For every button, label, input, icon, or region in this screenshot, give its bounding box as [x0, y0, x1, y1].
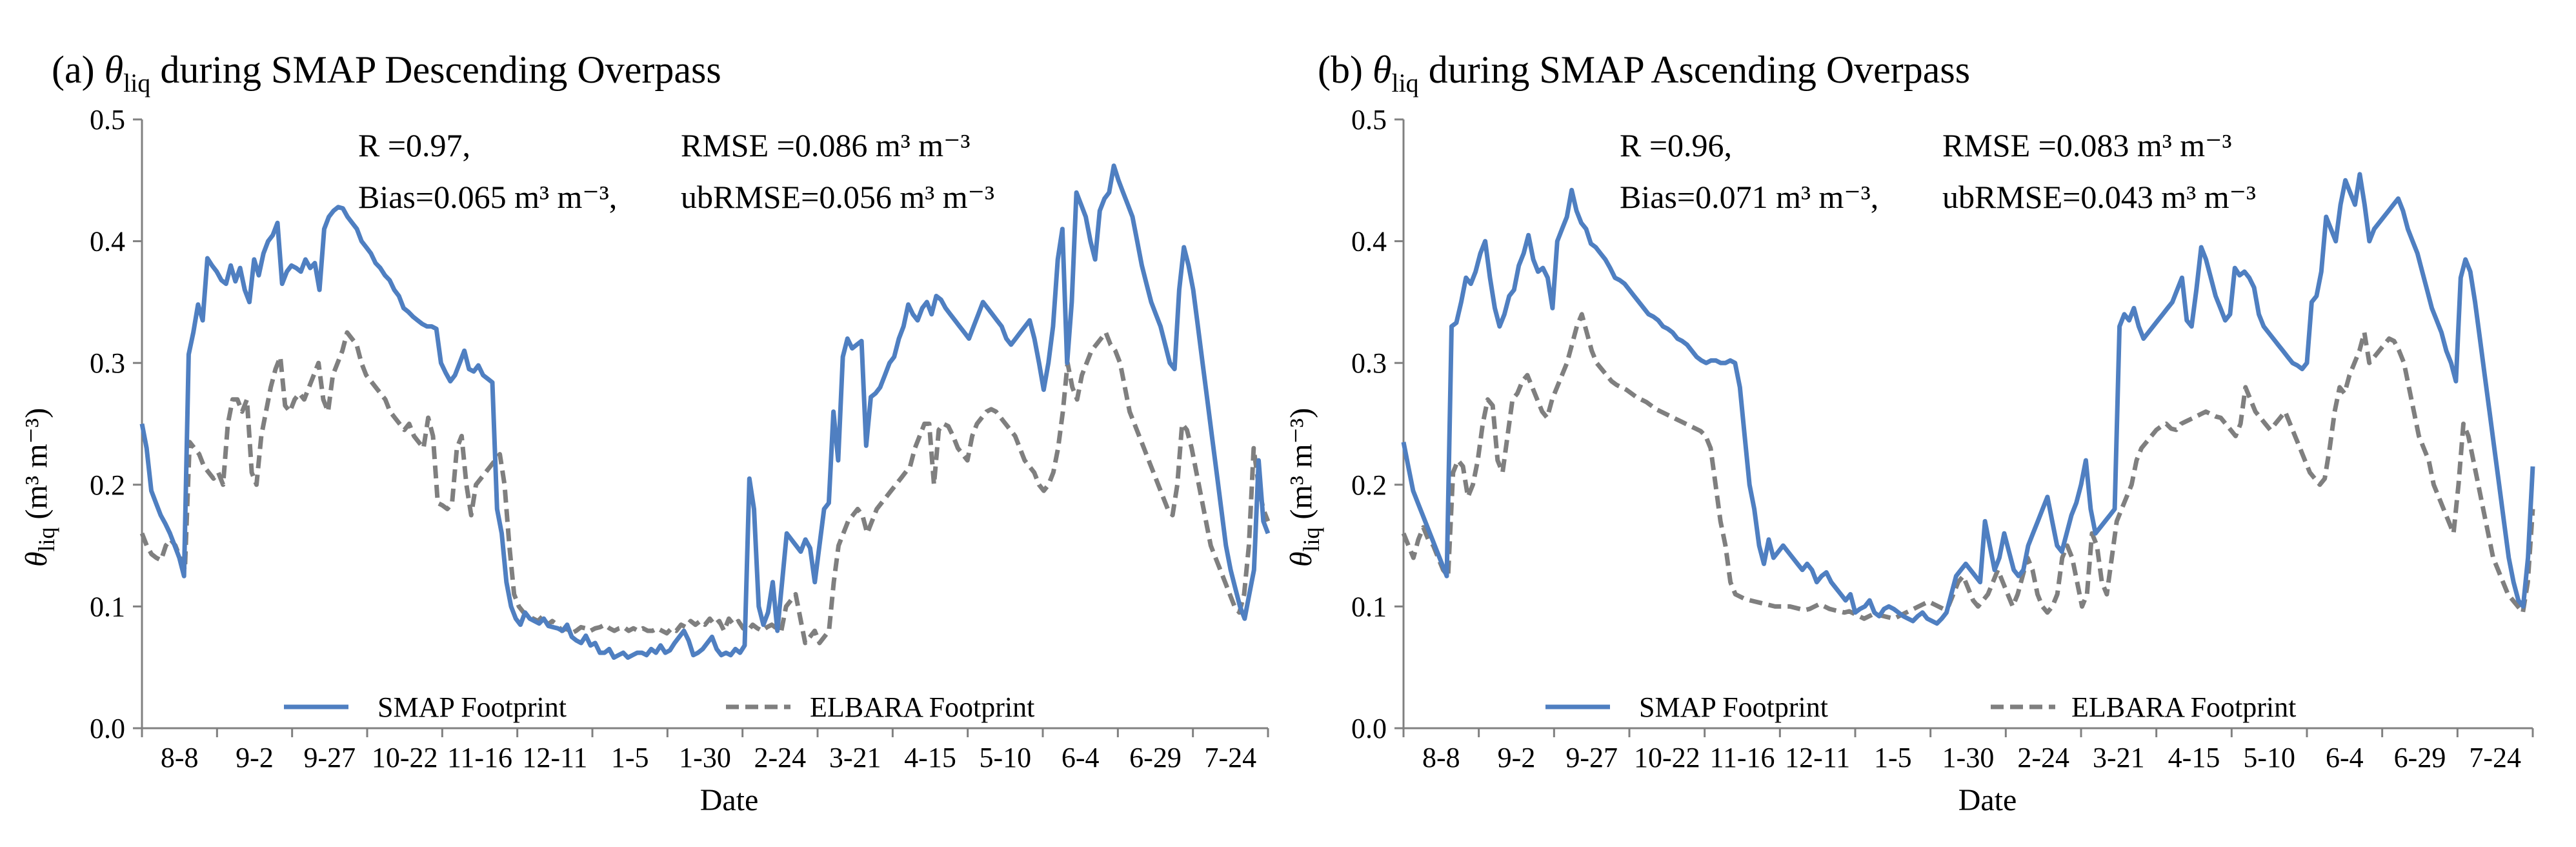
panel-b: (b) θliq during SMAP Ascending Overpass …: [1284, 48, 2535, 817]
stat-r: R =0.97,: [358, 127, 470, 163]
stat-ubrmse: ubRMSE=0.043 m³ m⁻³: [1942, 179, 2256, 215]
legend-smap-label: SMAP Footprint: [1639, 691, 1828, 723]
smap-series-line: [1401, 172, 2535, 626]
y-tick-label: 0.4: [1351, 226, 1387, 258]
x-axis-label: Date: [700, 783, 759, 817]
x-tick-label: 5-10: [2243, 742, 2295, 773]
x-tick-label: 11-16: [1709, 742, 1775, 773]
x-tick-label: 5-10: [980, 742, 1032, 773]
x-tick-label: 1-30: [1942, 742, 1995, 773]
x-tick-label: 2-24: [2017, 742, 2069, 773]
y-tick-label: 0.5: [1351, 104, 1387, 136]
y-tick-label: 0.1: [1351, 591, 1387, 622]
stat-rmse: RMSE =0.083 m³ m⁻³: [1942, 127, 2232, 163]
legend-smap-label: SMAP Footprint: [377, 691, 567, 723]
x-tick-label: 6-4: [2326, 742, 2364, 773]
x-tick-label: 10-22: [1634, 742, 1700, 773]
x-tick-label: 2-24: [754, 742, 807, 773]
y-tick-label: 0.0: [1351, 713, 1387, 744]
x-tick-label: 1-5: [611, 742, 649, 773]
x-tick-label: 1-30: [679, 742, 731, 773]
y-tick-label: 0.0: [90, 713, 125, 744]
stat-ubrmse: ubRMSE=0.056 m³ m⁻³: [681, 179, 994, 215]
x-tick-label: 3-21: [829, 742, 881, 773]
x-tick-label: 7-24: [1205, 742, 1257, 773]
y-tick-label: 0.4: [90, 226, 125, 258]
x-tick-label: 6-29: [1129, 742, 1182, 773]
x-tick-label: 8-8: [161, 742, 199, 773]
x-tick-label: 4-15: [904, 742, 956, 773]
x-tick-label: 12-11: [522, 742, 587, 773]
panel-a: (a) θliq during SMAP Descending Overpass…: [19, 48, 1271, 817]
legend-elbara-label: ELBARA Footprint: [2071, 691, 2296, 723]
elbara-series-line: [1401, 312, 2535, 621]
x-tick-label: 12-11: [1785, 742, 1850, 773]
panel-a-title: (a) θliq during SMAP Descending Overpass: [52, 48, 721, 97]
stat-bias: Bias=0.065 m³ m⁻³,: [358, 179, 617, 215]
stat-bias: Bias=0.071 m³ m⁻³,: [1620, 179, 1878, 215]
x-tick-label: 9-27: [304, 742, 356, 773]
y-tick-label: 0.2: [1351, 469, 1387, 501]
y-tick-label: 0.2: [90, 469, 125, 501]
y-axis-label: θliq (m³ m⁻³): [19, 408, 59, 567]
stat-r: R =0.96,: [1620, 127, 1732, 163]
smap-series-line: [139, 163, 1271, 660]
y-tick-label: 0.1: [90, 591, 125, 622]
x-tick-label: 9-2: [1498, 742, 1536, 773]
x-tick-label: 6-4: [1062, 742, 1100, 773]
x-tick-label: 6-29: [2394, 742, 2446, 773]
x-tick-label: 7-24: [2469, 742, 2521, 773]
legend-elbara-label: ELBARA Footprint: [810, 691, 1034, 723]
x-tick-label: 4-15: [2168, 742, 2220, 773]
x-tick-label: 1-5: [1874, 742, 1912, 773]
elbara-series-line: [139, 330, 1271, 646]
x-tick-label: 9-27: [1565, 742, 1618, 773]
x-tick-label: 8-8: [1422, 742, 1460, 773]
y-axis-label: θliq (m³ m⁻³): [1284, 408, 1324, 567]
y-tick-label: 0.3: [90, 347, 125, 379]
x-tick-label: 9-2: [236, 742, 274, 773]
x-tick-label: 11-16: [447, 742, 512, 773]
x-tick-label: 10-22: [372, 742, 438, 773]
y-tick-label: 0.3: [1351, 347, 1387, 379]
stat-rmse: RMSE =0.086 m³ m⁻³: [681, 127, 971, 163]
y-tick-label: 0.5: [90, 104, 125, 136]
panel-b-title: (b) θliq during SMAP Ascending Overpass: [1318, 48, 1970, 97]
x-tick-label: 3-21: [2093, 742, 2145, 773]
x-axis-label: Date: [1958, 783, 2017, 817]
